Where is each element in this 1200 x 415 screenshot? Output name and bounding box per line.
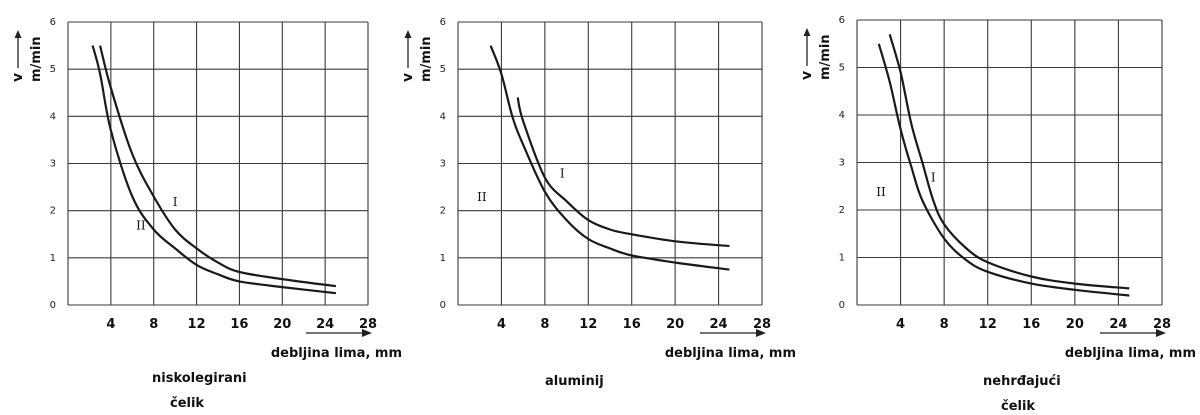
series-line-i bbox=[888, 33, 1130, 290]
y-tick-label: 2 bbox=[839, 205, 845, 216]
x-tick-label: 4 bbox=[106, 317, 115, 332]
x-tick-label: 12 bbox=[979, 317, 997, 332]
y-axis-arrowhead bbox=[404, 30, 412, 38]
series-line-ii bbox=[489, 45, 730, 271]
material-caption: čelik bbox=[1001, 399, 1035, 414]
x-tick-label: 8 bbox=[540, 317, 549, 332]
y-axis-symbol: v bbox=[400, 73, 416, 82]
x-tick-label: 8 bbox=[940, 317, 949, 332]
y-tick-label: 2 bbox=[50, 206, 56, 217]
x-tick-label: 4 bbox=[896, 317, 905, 332]
x-tick-label: 20 bbox=[666, 317, 684, 332]
series-label-i: I bbox=[173, 195, 178, 209]
material-caption: čelik bbox=[170, 396, 204, 411]
series-label-i: I bbox=[931, 171, 936, 185]
y-axis-label: v m/min bbox=[799, 28, 833, 80]
series-label-i: I bbox=[560, 167, 565, 181]
y-axis-unit: m/min bbox=[419, 36, 434, 82]
material-caption: nehrđajući bbox=[983, 374, 1061, 389]
y-tick-label: 4 bbox=[839, 110, 845, 121]
x-tick-label: 28 bbox=[359, 317, 377, 332]
y-tick-label: 5 bbox=[50, 64, 56, 75]
y-axis-symbol: v bbox=[10, 73, 26, 82]
x-tick-label: 4 bbox=[497, 317, 506, 332]
x-tick-label: 20 bbox=[273, 317, 291, 332]
material-caption: aluminij bbox=[545, 374, 604, 389]
x-tick-label: 12 bbox=[188, 317, 206, 332]
series-line-i bbox=[99, 45, 337, 288]
x-axis-arrowhead bbox=[362, 329, 372, 337]
series-label-ii: II bbox=[477, 190, 487, 204]
x-tick-label: 12 bbox=[579, 317, 597, 332]
y-tick-label: 4 bbox=[50, 111, 56, 122]
series-label-ii: II bbox=[876, 185, 886, 199]
series-label-ii: II bbox=[136, 219, 146, 233]
x-tick-label: 8 bbox=[149, 317, 158, 332]
material-caption: niskolegirani bbox=[152, 371, 247, 386]
x-tick-label: 16 bbox=[623, 317, 641, 332]
x-axis-label: debljina lima, mm bbox=[665, 346, 796, 361]
y-tick-label: 0 bbox=[50, 300, 56, 311]
series-line-ii bbox=[91, 45, 337, 295]
y-axis-arrowhead bbox=[14, 30, 22, 38]
x-tick-label: 24 bbox=[1109, 317, 1127, 332]
y-axis-arrowhead bbox=[803, 28, 811, 36]
series-line-ii bbox=[877, 43, 1130, 297]
y-tick-label: 0 bbox=[839, 300, 845, 311]
y-tick-label: 6 bbox=[440, 17, 446, 28]
y-axis-symbol: v bbox=[799, 71, 815, 80]
y-axis-unit: m/min bbox=[818, 34, 833, 80]
y-tick-label: 3 bbox=[440, 159, 446, 170]
x-axis-arrowhead bbox=[756, 329, 766, 337]
series-line-i bbox=[516, 97, 730, 248]
y-tick-label: 4 bbox=[440, 111, 446, 122]
y-tick-label: 1 bbox=[50, 253, 56, 264]
y-tick-label: 0 bbox=[440, 300, 446, 311]
y-tick-label: 6 bbox=[50, 17, 56, 28]
x-tick-label: 28 bbox=[753, 317, 771, 332]
x-tick-label: 16 bbox=[1022, 317, 1040, 332]
x-tick-label: 16 bbox=[230, 317, 248, 332]
x-tick-label: 24 bbox=[316, 317, 334, 332]
y-axis-label: v m/min bbox=[400, 30, 434, 82]
y-tick-label: 3 bbox=[50, 159, 56, 170]
y-tick-label: 2 bbox=[440, 206, 446, 217]
x-tick-label: 20 bbox=[1066, 317, 1084, 332]
x-axis-label: debljina lima, mm bbox=[1065, 346, 1196, 361]
x-tick-label: 24 bbox=[710, 317, 728, 332]
x-axis-label: debljina lima, mm bbox=[271, 346, 402, 361]
y-tick-label: 1 bbox=[839, 253, 845, 264]
y-tick-label: 6 bbox=[839, 15, 845, 26]
x-tick-label: 28 bbox=[1153, 317, 1171, 332]
y-tick-label: 5 bbox=[839, 63, 845, 74]
y-axis-label: v m/min bbox=[10, 30, 44, 82]
x-axis-arrowhead bbox=[1156, 329, 1166, 337]
y-tick-label: 3 bbox=[839, 158, 845, 169]
y-tick-label: 1 bbox=[440, 253, 446, 264]
y-axis-unit: m/min bbox=[29, 36, 44, 82]
y-tick-label: 5 bbox=[440, 64, 446, 75]
